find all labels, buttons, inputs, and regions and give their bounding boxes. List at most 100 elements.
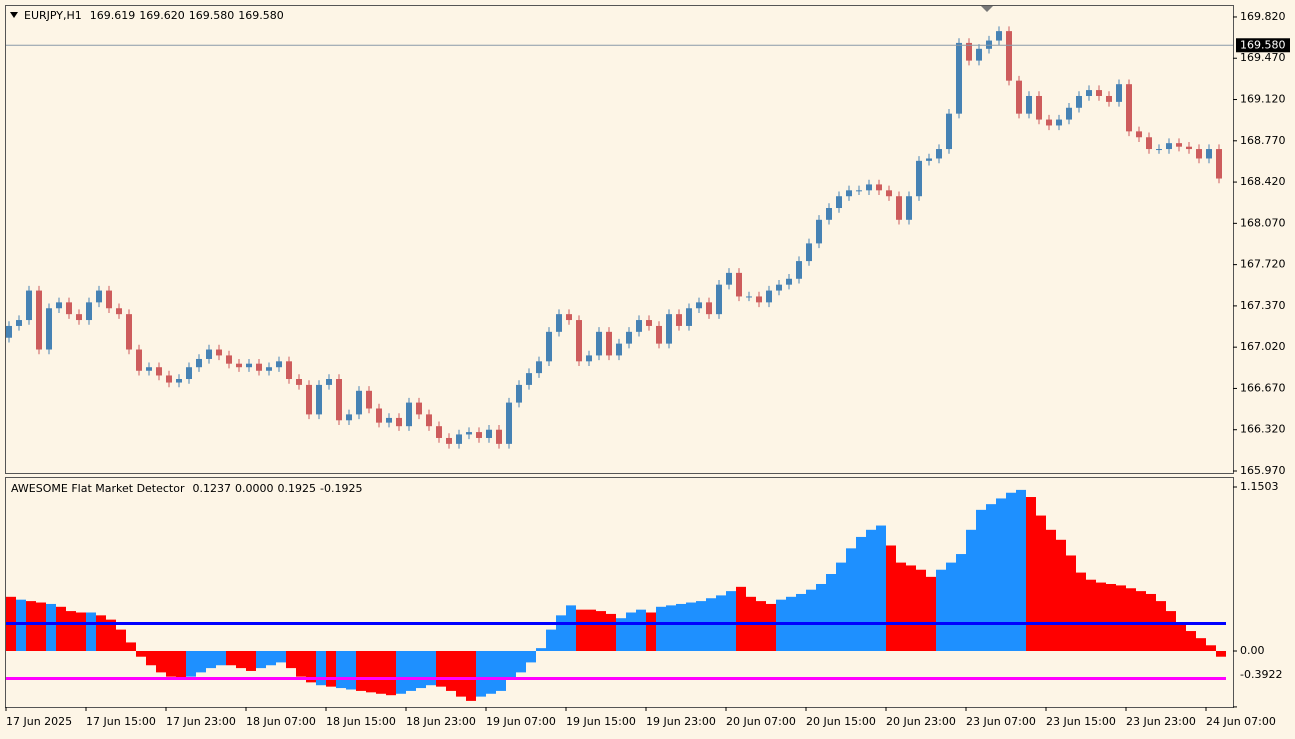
histogram-bar bbox=[416, 650, 426, 689]
histogram-bar bbox=[846, 548, 856, 651]
candle-body bbox=[396, 417, 402, 427]
histogram-bar bbox=[156, 650, 166, 673]
candle-body bbox=[216, 349, 222, 356]
candle-body bbox=[756, 296, 762, 303]
candle-body bbox=[586, 355, 592, 362]
x-tick-label: 23 Jun 23:00 bbox=[1126, 715, 1196, 728]
candle-body bbox=[1076, 95, 1082, 108]
histogram-bar bbox=[1056, 539, 1066, 651]
histogram-bar bbox=[1166, 611, 1176, 651]
histogram-bar bbox=[516, 650, 526, 673]
price-panel-frame bbox=[5, 5, 1234, 474]
candle-body bbox=[36, 290, 42, 350]
histogram-bar bbox=[1136, 591, 1146, 651]
candle-body bbox=[766, 290, 772, 303]
candle-body bbox=[16, 320, 22, 326]
candle-body bbox=[706, 302, 712, 315]
histogram-bar bbox=[656, 606, 666, 651]
candle-body bbox=[926, 158, 932, 161]
histogram-bar bbox=[1106, 583, 1116, 651]
candle-body bbox=[576, 320, 582, 362]
candle-body bbox=[1196, 149, 1202, 159]
shift-marker bbox=[981, 6, 993, 12]
candle-body bbox=[776, 284, 782, 291]
candle-body bbox=[86, 302, 92, 321]
histogram-bar bbox=[726, 591, 736, 651]
histogram-bar bbox=[686, 602, 696, 651]
histogram-bar bbox=[1086, 579, 1096, 651]
histogram-bar bbox=[1066, 555, 1076, 651]
candle-body bbox=[976, 48, 982, 61]
histogram-bar bbox=[1216, 650, 1226, 657]
y-tick-label: 166.670 bbox=[1240, 381, 1286, 394]
y-tick-label: 167.720 bbox=[1240, 258, 1286, 271]
candle-body bbox=[206, 349, 212, 359]
candle-body bbox=[496, 429, 502, 444]
histogram-bar bbox=[66, 611, 76, 651]
histogram-bar bbox=[36, 602, 46, 651]
symbol: EURJPY,H1 bbox=[24, 9, 82, 22]
x-tick-label: 20 Jun 07:00 bbox=[726, 715, 796, 728]
x-tick-label: 23 Jun 15:00 bbox=[1046, 715, 1116, 728]
candle-body bbox=[356, 390, 362, 415]
candle-body bbox=[146, 367, 152, 371]
candle-body bbox=[1016, 80, 1022, 114]
histogram-bar bbox=[16, 599, 26, 651]
candle-body bbox=[826, 208, 832, 220]
histogram-bar bbox=[1196, 638, 1206, 651]
histogram-bar bbox=[306, 650, 316, 683]
y-tick-label: 169.470 bbox=[1240, 51, 1286, 64]
candle-body bbox=[516, 384, 522, 403]
candle-body bbox=[426, 414, 432, 427]
histogram-bar bbox=[696, 601, 706, 651]
candle-body bbox=[1046, 119, 1052, 126]
histogram-bar bbox=[1126, 588, 1136, 651]
candle-body bbox=[386, 417, 392, 423]
y-tick-label: 169.820 bbox=[1240, 10, 1286, 23]
candle-body bbox=[466, 432, 472, 435]
current-price-label: 169.580 bbox=[1240, 38, 1286, 51]
candle-body bbox=[1066, 107, 1072, 120]
histogram-bar bbox=[586, 609, 596, 651]
histogram-bar bbox=[326, 650, 336, 687]
histogram-bar bbox=[606, 613, 616, 651]
price-header: EURJPY,H1 169.619 169.620 169.580 169.580 bbox=[24, 9, 284, 22]
histogram-bar bbox=[216, 650, 226, 666]
histogram-bar bbox=[476, 650, 486, 697]
histogram-bar bbox=[296, 650, 306, 677]
candle-body bbox=[876, 184, 882, 191]
candle-body bbox=[1216, 149, 1222, 179]
histogram-bar bbox=[546, 629, 556, 651]
candle-body bbox=[126, 314, 132, 350]
histogram-bar bbox=[636, 609, 646, 651]
candle-body bbox=[546, 331, 552, 362]
candle-body bbox=[246, 363, 252, 368]
x-tick-label: 19 Jun 15:00 bbox=[566, 715, 636, 728]
histogram-bar bbox=[1156, 601, 1166, 651]
x-tick-label: 18 Jun 23:00 bbox=[406, 715, 476, 728]
indicator-value: 0.0000 bbox=[235, 482, 274, 495]
candle-body bbox=[506, 402, 512, 444]
histogram-bar bbox=[166, 650, 176, 677]
candle-body bbox=[686, 308, 692, 326]
histogram-bar bbox=[816, 583, 826, 651]
histogram-bar bbox=[46, 603, 56, 651]
histogram-bar bbox=[486, 650, 496, 694]
histogram-bar bbox=[456, 650, 466, 697]
candle-body bbox=[1146, 137, 1152, 150]
candle-body bbox=[406, 402, 412, 427]
histogram-bar bbox=[946, 562, 956, 651]
histogram-bar bbox=[1096, 582, 1106, 651]
header-value: 169.580 bbox=[189, 9, 235, 22]
candle-body bbox=[1006, 31, 1012, 81]
histogram-bar bbox=[766, 603, 776, 651]
histogram-bar bbox=[1076, 572, 1086, 651]
candle-body bbox=[606, 331, 612, 356]
candle-body bbox=[526, 373, 532, 385]
histogram-bar bbox=[146, 650, 156, 666]
histogram-bar bbox=[806, 589, 816, 651]
candle-body bbox=[746, 296, 752, 298]
histogram-bar bbox=[396, 650, 406, 694]
candle-body bbox=[676, 314, 682, 326]
